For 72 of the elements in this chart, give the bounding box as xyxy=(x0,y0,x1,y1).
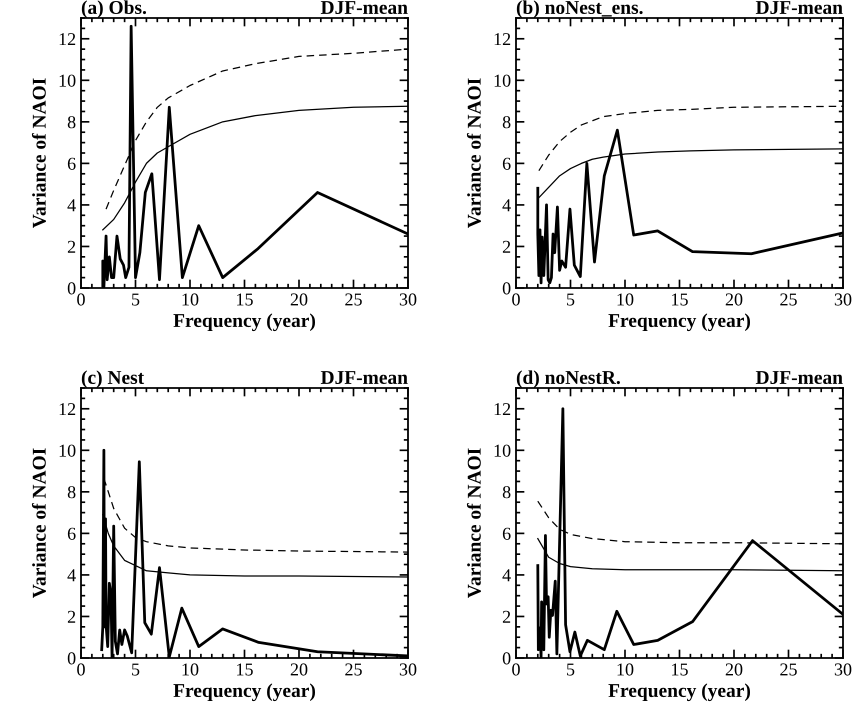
x-tick-label: 25 xyxy=(780,293,797,306)
x-tick-label: 10 xyxy=(182,293,198,306)
y-tick-label: 8 xyxy=(68,116,76,128)
y-tick-label: 10 xyxy=(494,444,510,457)
y-tick-label: 6 xyxy=(502,528,511,540)
x-tick-label: 5 xyxy=(132,664,140,676)
y-tick-label: 4 xyxy=(502,199,511,212)
y-tick-label: 4 xyxy=(67,199,76,212)
y-tick-label: 6 xyxy=(68,158,76,170)
x-tick-label: 10 xyxy=(618,293,634,306)
x-tick-label: 30 xyxy=(400,663,416,676)
y-tick-label: 6 xyxy=(68,528,76,540)
y-tick-label: 0 xyxy=(502,652,510,664)
y-tick-label: 6 xyxy=(502,158,511,170)
x-tick-label: 20 xyxy=(726,663,742,676)
x-tick-label: 15 xyxy=(672,293,688,306)
chart-title: (c) Nest xyxy=(82,370,144,388)
x-tick-label: 0 xyxy=(77,663,85,676)
y-tick-label: 12 xyxy=(494,33,510,46)
chart-subtitle: DJF-mean xyxy=(756,1,843,14)
x-axis-title: Frequency (year) xyxy=(173,313,316,332)
x-tick-label: 20 xyxy=(290,663,308,676)
y-tick-label: 10 xyxy=(60,74,76,87)
x-tick-label: 30 xyxy=(400,293,416,306)
chart-title: (b) noNest_ens. xyxy=(516,0,643,18)
y-tick-label: 2 xyxy=(502,240,510,253)
x-tick-label: 25 xyxy=(780,663,797,676)
y-tick-label: 10 xyxy=(494,74,510,87)
y-tick-label: 12 xyxy=(60,403,76,416)
x-tick-label: 30 xyxy=(834,293,852,306)
x-tick-label: 5 xyxy=(132,294,140,306)
chart-subtitle: DJF-mean xyxy=(320,371,408,384)
y-tick-label: 12 xyxy=(494,403,510,416)
y-tick-label: 2 xyxy=(68,610,76,623)
y-tick-label: 0 xyxy=(68,282,76,294)
x-tick-label: 5 xyxy=(567,664,574,676)
x-tick-label: 0 xyxy=(512,293,520,306)
x-tick-label: 15 xyxy=(237,293,253,306)
x-tick-label: 25 xyxy=(345,293,362,306)
y-tick-label: 12 xyxy=(60,33,76,46)
y-tick-label: 4 xyxy=(502,569,511,582)
x-tick-label: 10 xyxy=(618,663,634,676)
chart-title: (a) Obs. xyxy=(82,0,146,18)
x-axis-title: Frequency (year) xyxy=(608,683,750,702)
x-axis-title: Frequency (year) xyxy=(173,683,316,702)
y-tick-label: 0 xyxy=(68,652,76,664)
y-tick-label: 8 xyxy=(502,486,510,498)
x-tick-label: 30 xyxy=(834,663,852,676)
x-tick-label: 20 xyxy=(290,293,308,306)
y-tick-label: 0 xyxy=(502,282,510,294)
x-axis-title: Frequency (year) xyxy=(608,313,750,332)
x-tick-label: 20 xyxy=(726,293,742,306)
y-tick-label: 2 xyxy=(502,610,510,623)
chart-title: (d) noNestR. xyxy=(516,370,620,388)
chart-subtitle: DJF-mean xyxy=(756,371,843,384)
x-tick-label: 15 xyxy=(672,663,688,676)
chart-subtitle: DJF-mean xyxy=(320,1,408,14)
y-tick-label: 4 xyxy=(67,569,76,582)
y-axis-title: Variance of NAOI xyxy=(32,78,46,228)
x-tick-label: 15 xyxy=(237,663,253,676)
y-tick-label: 8 xyxy=(502,116,510,128)
y-tick-label: 8 xyxy=(68,486,76,498)
x-tick-label: 10 xyxy=(182,663,198,676)
x-tick-label: 0 xyxy=(77,293,85,306)
y-axis-title: Variance of NAOI xyxy=(466,448,481,598)
x-tick-label: 5 xyxy=(567,294,574,306)
y-axis-title: Variance of NAOI xyxy=(32,448,46,598)
x-tick-label: 0 xyxy=(512,663,520,676)
y-tick-label: 10 xyxy=(60,444,76,457)
y-axis-title: Variance of NAOI xyxy=(466,78,481,228)
y-tick-label: 2 xyxy=(68,240,76,253)
x-tick-label: 25 xyxy=(345,663,362,676)
